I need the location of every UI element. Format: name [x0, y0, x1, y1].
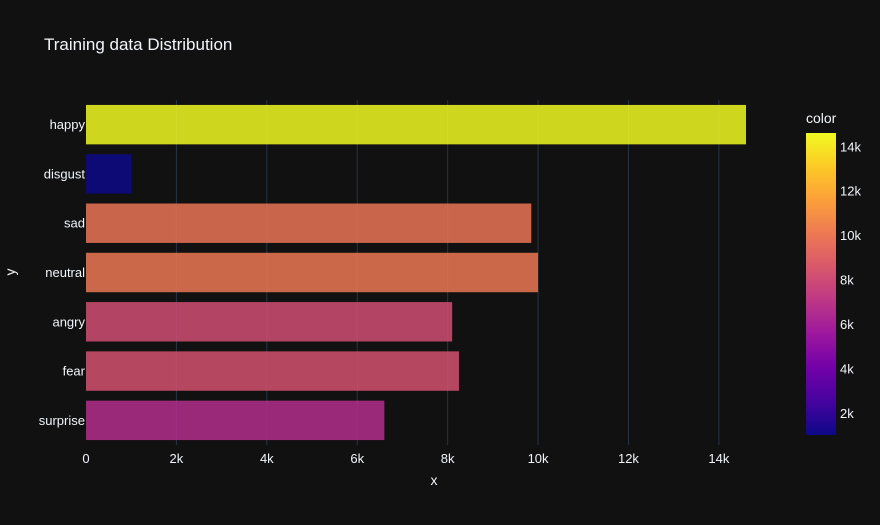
x-tick-labels: 0 2k 4k 6k 8k 10k 12k 14k: [82, 451, 729, 466]
x-tick-label: 14k: [708, 451, 729, 466]
bar-sad: [86, 203, 532, 243]
y-tick-labels: happy disgust sad neutral angry fear surprise: [39, 117, 86, 428]
y-tick-label: fear: [63, 364, 86, 379]
y-axis-title: y: [2, 269, 18, 276]
x-tick-label: 12k: [618, 451, 639, 466]
colorbar-tick-label: 6k: [840, 317, 854, 332]
colorbar-tick-label: 10k: [840, 228, 861, 243]
x-tick-label: 2k: [170, 451, 184, 466]
y-tick-label: surprise: [39, 413, 85, 428]
bar-fear: [86, 351, 459, 391]
bar-neutral: [86, 252, 539, 293]
bar-happy: [86, 104, 746, 145]
y-tick-label: angry: [52, 314, 85, 329]
x-tick-label: 0: [82, 451, 89, 466]
x-axis-title: x: [431, 472, 438, 488]
colorbar-title: color: [806, 110, 837, 126]
colorbar-tick-label: 12k: [840, 184, 861, 199]
colorbar: [806, 133, 836, 435]
bar-angry: [86, 302, 453, 342]
colorbar-tick-labels: 2k 4k 6k 8k 10k 12k 14k: [840, 139, 861, 420]
bar-disgust: [86, 154, 132, 194]
bar-surprise: [86, 400, 385, 441]
colorbar-tick-label: 2k: [840, 406, 854, 421]
colorbar-tick-label: 4k: [840, 361, 854, 376]
colorbar-tick-label: 14k: [840, 139, 861, 154]
x-tick-label: 4k: [260, 451, 274, 466]
x-tick-label: 8k: [441, 451, 455, 466]
y-tick-label: neutral: [45, 265, 85, 280]
y-tick-label: sad: [64, 216, 85, 231]
y-tick-label: happy: [50, 117, 86, 132]
colorbar-tick-label: 8k: [840, 273, 854, 288]
x-tick-label: 10k: [528, 451, 549, 466]
x-tick-label: 6k: [350, 451, 364, 466]
y-tick-label: disgust: [44, 166, 86, 181]
chart-title: Training data Distribution: [44, 35, 232, 54]
bars: [86, 104, 746, 441]
